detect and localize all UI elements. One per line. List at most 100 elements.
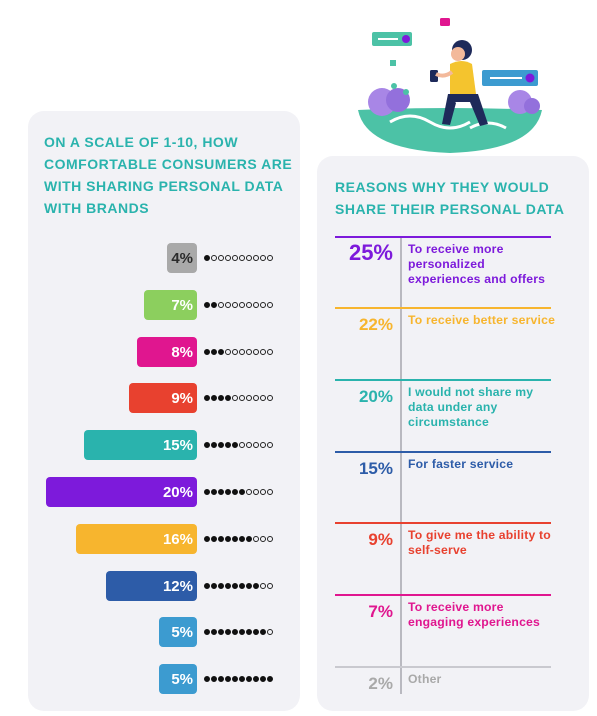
scale-dot — [232, 629, 238, 635]
scale-dot — [253, 489, 259, 495]
scale-dots-level-2 — [204, 290, 273, 320]
scale-dot — [260, 629, 266, 635]
scale-dot — [218, 489, 224, 495]
scale-dot — [253, 629, 259, 635]
scale-dot — [204, 442, 210, 448]
scale-dot — [232, 255, 238, 261]
scale-dot — [239, 302, 245, 308]
scale-dot — [218, 629, 224, 635]
scale-dot — [232, 349, 238, 355]
scale-dot — [232, 395, 238, 401]
reason-label: I would not share my data under any circ… — [408, 385, 534, 429]
scale-dot — [204, 583, 210, 589]
bar-level-1: 4% — [167, 243, 197, 273]
scale-dots-level-4 — [204, 383, 273, 413]
scale-dot — [211, 583, 217, 589]
scale-dot — [225, 536, 231, 542]
scale-dot — [204, 349, 210, 355]
scale-dot — [232, 583, 238, 589]
scale-dot — [218, 302, 224, 308]
scale-dot — [225, 395, 231, 401]
reasons-title: REASONS WHY THEY WOULD SHARE THEIR PERSO… — [335, 179, 565, 217]
person-with-phone-illustration — [358, 18, 542, 153]
reason-percent: 15% — [358, 459, 393, 478]
scale-dot — [211, 302, 217, 308]
scale-dot — [246, 489, 252, 495]
scale-dot — [246, 395, 252, 401]
scale-dot — [260, 583, 266, 589]
scale-dot — [246, 536, 252, 542]
scale-dot — [253, 536, 259, 542]
scale-dot — [225, 676, 231, 682]
scale-dot — [225, 583, 231, 589]
bar-level-2: 7% — [144, 290, 197, 320]
scale-dots-level-3 — [204, 337, 273, 367]
scale-dot — [218, 583, 224, 589]
bar-level-9: 5% — [159, 617, 197, 647]
scale-dot — [211, 349, 217, 355]
bar-level-3: 8% — [137, 337, 197, 367]
scale-dot — [211, 676, 217, 682]
scale-dot — [267, 255, 273, 261]
scale-dot — [260, 536, 266, 542]
scale-dot — [267, 302, 273, 308]
scale-dot — [204, 255, 210, 261]
scale-dot — [253, 583, 259, 589]
reason-label: To give me the ability to self-serve — [408, 528, 551, 557]
scale-dot — [239, 629, 245, 635]
scale-dots-level-10 — [204, 664, 273, 694]
reason-label: Other — [408, 672, 442, 686]
scale-dot — [225, 349, 231, 355]
scale-chart-title: ON A SCALE OF 1-10, HOW COMFORTABLE CONS… — [44, 134, 293, 216]
reason-separator — [335, 666, 551, 668]
scale-dot — [260, 302, 266, 308]
scale-dot — [260, 676, 266, 682]
reason-separator — [335, 594, 551, 596]
scale-dot — [253, 676, 259, 682]
scale-dot — [246, 676, 252, 682]
scale-dot — [218, 676, 224, 682]
scale-dot — [218, 395, 224, 401]
scale-dot — [232, 536, 238, 542]
scale-dot — [267, 349, 273, 355]
scale-dot — [253, 302, 259, 308]
scale-dot — [267, 442, 273, 448]
reason-separator — [335, 307, 551, 309]
reasons-divider — [400, 236, 402, 694]
reason-separator — [335, 236, 551, 238]
scale-dots-level-7 — [204, 524, 273, 554]
scale-dot — [267, 676, 273, 682]
scale-dot — [260, 349, 266, 355]
bar-level-4: 9% — [129, 383, 197, 413]
scale-dot — [211, 629, 217, 635]
scale-dot — [260, 395, 266, 401]
scale-dot — [225, 255, 231, 261]
scale-dot — [239, 255, 245, 261]
scale-dots-level-1 — [204, 243, 273, 273]
reason-percent: 20% — [358, 387, 393, 406]
scale-dot — [218, 442, 224, 448]
scale-dot — [211, 255, 217, 261]
bar-level-8: 12% — [106, 571, 197, 601]
scale-dots-level-8 — [204, 571, 273, 601]
scale-dot — [246, 629, 252, 635]
scale-dot — [246, 302, 252, 308]
scale-dot — [239, 349, 245, 355]
scale-dot — [211, 395, 217, 401]
reason-label: To receive better service — [408, 313, 556, 327]
scale-dot — [246, 442, 252, 448]
scale-dot — [253, 349, 259, 355]
scale-dot — [204, 629, 210, 635]
scale-dot — [239, 583, 245, 589]
reason-label: To receive more engaging experiences — [408, 600, 541, 629]
reasons-panel — [317, 156, 589, 711]
scale-dot — [204, 536, 210, 542]
scale-dot — [211, 442, 217, 448]
reason-percent: 22% — [358, 315, 393, 334]
scale-dot — [260, 489, 266, 495]
reason-separator — [335, 379, 551, 381]
scale-dot — [232, 442, 238, 448]
scale-dot — [225, 489, 231, 495]
bar-level-10: 5% — [159, 664, 197, 694]
scale-dot — [211, 536, 217, 542]
